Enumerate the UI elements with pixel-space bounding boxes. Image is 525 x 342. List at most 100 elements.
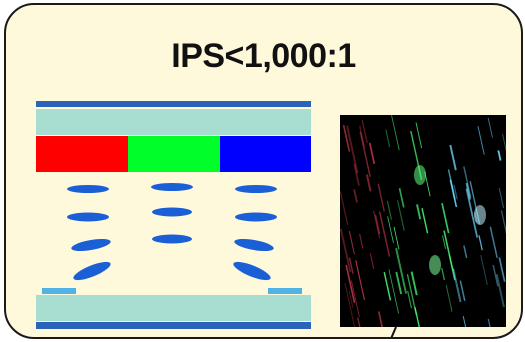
lc-molecule [152, 234, 192, 244]
bottom-glass [36, 295, 311, 321]
microscope-streak [447, 169, 456, 200]
lc-molecule [73, 261, 111, 281]
lc-molecule [152, 207, 192, 217]
microscope-streak [421, 208, 429, 234]
microscope-streak [387, 216, 394, 244]
microscope-streak [383, 272, 392, 301]
microscope-streak [345, 264, 356, 303]
microscope-streak [353, 163, 360, 186]
red-filter [36, 136, 128, 172]
lc-molecule [67, 212, 109, 222]
microscope-streak [453, 184, 458, 200]
microscope-streak [441, 202, 450, 234]
microscope-streak [449, 144, 457, 171]
ips-cell-diagram [36, 101, 311, 329]
lc-molecule [67, 185, 109, 193]
microscope-streak [463, 245, 468, 259]
microscope-streak [500, 210, 506, 235]
microscope-streak [340, 191, 349, 225]
top-glass [36, 109, 311, 135]
microscope-streak [407, 290, 413, 309]
microscope-streak [350, 280, 360, 318]
ips-panel: IPS<1,000:1 [4, 3, 523, 339]
microscope-streak [377, 183, 385, 212]
microscope-streak [377, 311, 384, 327]
microscope-streak [462, 316, 467, 327]
microscope-streak [374, 214, 381, 235]
microscope-streak [340, 228, 352, 273]
microscope-streak [445, 285, 453, 312]
left-electrode [42, 288, 76, 294]
microscope-streak [378, 211, 391, 257]
microscope-streak [489, 226, 498, 259]
microscope-streak [395, 247, 408, 294]
microscope-highlight [474, 205, 486, 225]
microscope-streak [396, 200, 405, 231]
microscope-streak [452, 268, 462, 303]
microscope-streak [359, 131, 371, 177]
microscope-streak [415, 122, 423, 149]
microscope-streak [410, 271, 418, 296]
blue-filter [220, 136, 311, 172]
lcd-microscope-image [340, 115, 506, 327]
lc-molecule [235, 212, 277, 222]
lc-molecules [67, 183, 277, 281]
right-electrode [268, 288, 302, 294]
microscope-streak [498, 187, 505, 209]
microscope-streak [459, 280, 466, 302]
microscope-streak [414, 307, 420, 327]
microscope-streak [465, 188, 479, 238]
top-polarizer [36, 101, 311, 107]
lc-molecule [71, 238, 111, 252]
microscope-streak [388, 269, 400, 314]
microscope-streak [480, 255, 488, 285]
microscope-streak [365, 174, 372, 192]
microscope-streak [357, 317, 361, 327]
microscope-texture [340, 115, 506, 327]
microscope-streak [487, 318, 491, 327]
microscope-streak [448, 254, 454, 272]
microscope-streak [393, 226, 400, 250]
microscope-streak [348, 230, 355, 255]
microscope-streak [372, 210, 381, 239]
microscope-streak [353, 189, 358, 203]
panel-title: IPS<1,000:1 [171, 37, 356, 75]
microscope-streak [502, 133, 506, 152]
microscope-streak [495, 274, 505, 308]
microscope-streak [463, 166, 472, 198]
microscope-streak [498, 257, 506, 282]
microscope-streak [416, 204, 422, 220]
microscope-streak [344, 283, 356, 327]
lc-molecule [235, 185, 277, 193]
microscope-streak [441, 267, 446, 281]
microscope-streak [348, 257, 354, 274]
microscope-streak [368, 142, 376, 164]
microscope-streak [386, 200, 393, 220]
microscope-streak [348, 290, 354, 308]
microscope-streak [359, 233, 364, 249]
microscope-streak [465, 182, 472, 200]
microscope-highlight [414, 165, 426, 185]
microscope-streak [355, 260, 365, 301]
microscope-highlight [429, 255, 441, 275]
microscope-streak [487, 117, 493, 138]
microscope-streak [442, 235, 447, 250]
microscope-streak [492, 264, 499, 287]
bottom-polarizer [36, 322, 311, 329]
microscope-streak [406, 273, 418, 316]
lc-molecule [151, 183, 193, 191]
microscope-streak [497, 150, 502, 161]
lc-molecule [234, 238, 274, 252]
microscope-streak [477, 126, 485, 155]
microscope-streak [398, 187, 405, 208]
microscope-streak [342, 124, 351, 152]
microscope-streak [391, 115, 400, 151]
microscope-streak [359, 125, 366, 148]
microscope-streak [385, 129, 391, 148]
microscope-streak [346, 125, 359, 174]
microscope-streak [478, 235, 483, 251]
lc-molecule [233, 261, 271, 281]
microscope-streak [361, 119, 368, 144]
green-filter [128, 136, 220, 172]
microscope-streak [369, 253, 375, 269]
